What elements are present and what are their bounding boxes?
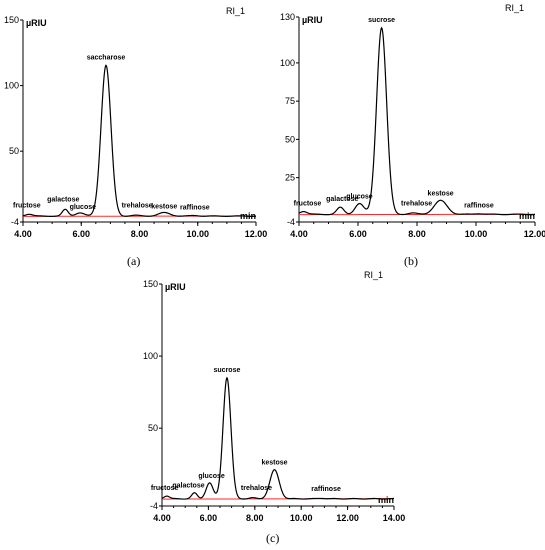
x-tick-label: 4.00 [14, 229, 32, 239]
x-tick-label: 12.00 [336, 513, 359, 523]
x-tick-label: 4.00 [290, 229, 308, 239]
x-tick-label: 8.00 [408, 229, 426, 239]
x-tick-label: 8.00 [131, 229, 149, 239]
x-tick-label: 8.00 [246, 513, 264, 523]
y-tick-label: 150 [4, 15, 19, 25]
series-name: RI_1 [226, 6, 245, 16]
peak-label-trehalose: trehalose [401, 200, 432, 207]
x-tick-label: 6.00 [72, 229, 90, 239]
y-tick-label: 100 [143, 351, 158, 361]
peak-label-galactose: galactose [172, 483, 204, 490]
chromatogram-b: -4 25 50 75 100 130 4.00 6.00 8.00 10.00 12.00 µRIU… [280, 3, 545, 239]
x-tick-label: 12.00 [245, 229, 268, 239]
caption-a: (a) [127, 254, 141, 268]
y-tick-label: 150 [143, 279, 158, 289]
y-tick-label: 50 [9, 146, 19, 156]
caption-c: (c) [266, 531, 280, 545]
x-tick-label: 6.00 [200, 513, 218, 523]
peak-label-glucose: glucose [70, 204, 97, 211]
peak-label-sucrose: sucrose [368, 17, 395, 24]
peak-label-saccharose: saccharose [87, 54, 126, 61]
peak-label-raffinose: raffinose [180, 204, 210, 211]
peak-label-glucose: glucose [346, 194, 373, 201]
axes [298, 17, 535, 223]
y-unit-label: µRIU [26, 18, 47, 28]
x-tick-label: 10.00 [465, 229, 488, 239]
peak-label-raffinose: raffinose [311, 486, 341, 493]
y-tick-label: 130 [280, 12, 295, 22]
peak-label-kestose: kestose [151, 203, 177, 210]
peak-label-galactose: galactose [47, 196, 79, 203]
y-unit-label: µRIU [302, 15, 323, 25]
y-tick-label: -4 [287, 217, 295, 227]
y-tick-label: 25 [285, 173, 295, 183]
x-tick-label: 10.00 [290, 513, 313, 523]
peak-label-fructose: fructose [151, 485, 179, 492]
x-tick-label: 12.00 [524, 229, 545, 239]
ri-trace [22, 64, 257, 217]
peak-label-kestose: kestose [261, 460, 287, 467]
peak-label-trehalose: trehalose [241, 485, 272, 492]
x-tick-label: 6.00 [349, 229, 367, 239]
peak-label-galactose: galactose [326, 196, 358, 203]
series-name: RI_1 [364, 270, 383, 280]
caption-b: (b) [404, 254, 418, 268]
y-tick-label: -4 [150, 501, 158, 511]
y-tick-label: 100 [4, 81, 19, 91]
chromatogram-a: -4 50 100 150 4.00 6.00 8.00 10.00 12.00 µRIU RI_1… [4, 6, 268, 239]
peak-label-fructose: fructose [13, 202, 41, 209]
y-tick-label: 50 [285, 134, 295, 144]
series-name: RI_1 [505, 3, 524, 13]
y-unit-label: µRIU [165, 282, 186, 292]
peak-label-glucose: glucose [198, 473, 225, 480]
peak-label-sucrose: sucrose [214, 367, 241, 374]
y-tick-label: 75 [285, 96, 295, 106]
y-tick-label: -4 [11, 217, 19, 227]
axes [161, 284, 394, 507]
chromatogram-c: -4 50 100 150 4.00 6.00 8.00 10.00 12.00 14.00 µRI… [143, 270, 406, 523]
peak-label-fructose: fructose [294, 200, 322, 207]
x-tick-label: 4.00 [153, 513, 171, 523]
ri-trace [161, 376, 395, 500]
x-axis-label: min [378, 495, 394, 505]
ri-trace [298, 26, 536, 216]
y-tick-label: 50 [148, 423, 158, 433]
x-tick-label: 10.00 [186, 229, 209, 239]
x-tick-label: 14.00 [383, 513, 406, 523]
axes [22, 20, 256, 223]
y-tick-label: 100 [280, 58, 295, 68]
peak-label-trehalose: trehalose [122, 202, 153, 209]
peak-label-raffinose: raffinose [464, 202, 494, 209]
x-axis-label: min [519, 211, 535, 221]
peak-label-kestose: kestose [428, 190, 454, 197]
